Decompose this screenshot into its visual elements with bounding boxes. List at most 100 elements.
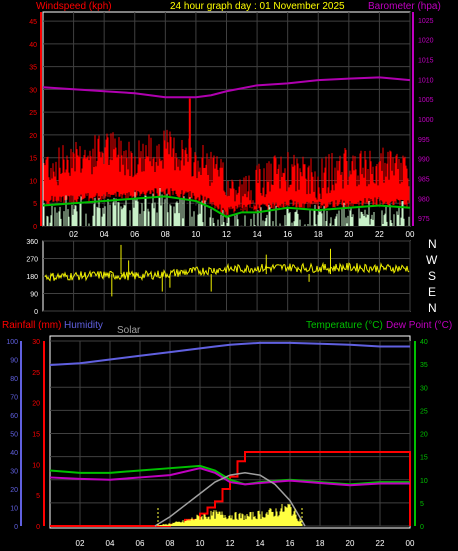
humidity-tick-label: 20 bbox=[10, 487, 18, 494]
x-tick-label: 10 bbox=[191, 230, 200, 239]
x-tick-label: 14 bbox=[253, 230, 262, 239]
humidity-line bbox=[49, 341, 410, 367]
rain-tick-label: 20 bbox=[32, 401, 40, 408]
wind-avg-line bbox=[42, 195, 411, 218]
humidity-tick-label: 60 bbox=[10, 413, 18, 420]
dir-tick-label: 360 bbox=[26, 239, 38, 246]
x-tick-label: 20 bbox=[344, 230, 353, 239]
y-right-tick-label: 980 bbox=[418, 196, 430, 203]
x-tick-label: 02 bbox=[69, 230, 78, 239]
humidity-tick-label: 90 bbox=[10, 358, 18, 365]
y-tick-label: 20 bbox=[29, 133, 37, 140]
x-tick-label: 06 bbox=[136, 539, 145, 548]
rain-title: Rainfall (mm) bbox=[2, 320, 61, 331]
x-tick-label: 18 bbox=[316, 539, 325, 548]
temp-tick-label: 20 bbox=[420, 432, 428, 439]
temp-tick-label: 0 bbox=[420, 524, 424, 531]
solar-max-curve bbox=[154, 472, 306, 527]
x-tick-label: 22 bbox=[376, 539, 385, 548]
x-tick-label: 16 bbox=[283, 230, 292, 239]
x-tick-label: 04 bbox=[106, 539, 115, 548]
x-tick-label: 14 bbox=[256, 539, 265, 548]
y-right-tick-label: 1015 bbox=[418, 58, 434, 65]
y-right-tick-label: 975 bbox=[418, 216, 430, 223]
x-tick-label: 02 bbox=[76, 539, 85, 548]
wind-speed-band bbox=[43, 188, 410, 226]
y-right-tick-label: 985 bbox=[418, 176, 430, 183]
barometer-line bbox=[42, 76, 411, 99]
baro-title: Barometer (hpa) bbox=[368, 1, 441, 12]
y-tick-label: 40 bbox=[29, 42, 37, 49]
y-right-tick-label: 1010 bbox=[418, 77, 434, 84]
wind-gust-band bbox=[43, 129, 410, 216]
temperature-title: Temperature (°C) bbox=[306, 320, 383, 331]
wind-title: Windspeed (kph) bbox=[36, 1, 112, 12]
rain-tick-label: 25 bbox=[32, 370, 40, 377]
rain-tick-label: 0 bbox=[36, 524, 40, 531]
solar-area bbox=[157, 503, 302, 526]
x-tick-label: 12 bbox=[226, 539, 235, 548]
temp-tick-label: 35 bbox=[420, 362, 428, 369]
temp-tick-label: 15 bbox=[420, 455, 428, 462]
x-tick-label: 00 bbox=[406, 230, 415, 239]
y-right-tick-label: 995 bbox=[418, 137, 430, 144]
temp-tick-label: 5 bbox=[420, 501, 424, 508]
humidity-tick-label: 70 bbox=[10, 395, 18, 402]
compass-label: W bbox=[426, 253, 438, 267]
temp-tick-label: 25 bbox=[420, 408, 428, 415]
dir-tick-label: 180 bbox=[26, 274, 38, 281]
direction-trace bbox=[44, 261, 410, 282]
temp-tick-label: 40 bbox=[420, 339, 428, 346]
x-tick-label: 18 bbox=[314, 230, 323, 239]
humidity-tick-label: 10 bbox=[10, 506, 18, 513]
compass-label: E bbox=[428, 285, 436, 299]
y-tick-label: 35 bbox=[29, 65, 37, 72]
dir-tick-label: 90 bbox=[30, 292, 38, 299]
y-right-tick-label: 1020 bbox=[418, 38, 434, 45]
y-tick-label: 0 bbox=[33, 224, 37, 231]
humidity-title: Humidity bbox=[64, 320, 103, 331]
x-tick-label: 08 bbox=[166, 539, 175, 548]
y-right-tick-label: 1005 bbox=[418, 97, 434, 104]
temp-tick-label: 30 bbox=[420, 385, 428, 392]
y-tick-label: 15 bbox=[29, 156, 37, 163]
x-tick-label: 16 bbox=[286, 539, 295, 548]
y-right-tick-label: 990 bbox=[418, 157, 430, 164]
x-tick-label: 00 bbox=[406, 539, 415, 548]
humidity-tick-label: 100 bbox=[6, 339, 18, 346]
dewpoint-title: Dew Point (°C) bbox=[386, 320, 452, 331]
y-right-tick-label: 1025 bbox=[418, 18, 434, 25]
x-tick-label: 06 bbox=[130, 230, 139, 239]
rain-tick-label: 15 bbox=[32, 432, 40, 439]
y-tick-label: 10 bbox=[29, 178, 37, 185]
y-tick-label: 30 bbox=[29, 87, 37, 94]
humidity-tick-label: 50 bbox=[10, 432, 18, 439]
temp-tick-label: 10 bbox=[420, 478, 428, 485]
solar-title: Solar bbox=[117, 325, 141, 336]
humidity-tick-label: 0 bbox=[14, 524, 18, 531]
humidity-tick-label: 30 bbox=[10, 469, 18, 476]
x-tick-label: 10 bbox=[196, 539, 205, 548]
rain-tick-label: 5 bbox=[36, 493, 40, 500]
x-tick-label: 22 bbox=[375, 230, 384, 239]
compass-label: N bbox=[428, 301, 437, 315]
rain-tick-label: 30 bbox=[32, 339, 40, 346]
y-tick-label: 45 bbox=[29, 19, 37, 26]
x-tick-label: 04 bbox=[100, 230, 109, 239]
rain-tick-label: 10 bbox=[32, 462, 40, 469]
y-tick-label: 25 bbox=[29, 110, 37, 117]
humidity-tick-label: 80 bbox=[10, 376, 18, 383]
dir-tick-label: 270 bbox=[26, 257, 38, 264]
humidity-tick-label: 40 bbox=[10, 450, 18, 457]
x-tick-label: 12 bbox=[222, 230, 231, 239]
dewpoint-line bbox=[49, 467, 410, 487]
x-tick-label: 08 bbox=[161, 230, 170, 239]
compass-label: N bbox=[428, 237, 437, 251]
y-right-tick-label: 1000 bbox=[418, 117, 434, 124]
graph-title: 24 hour graph day : 01 November 2025 bbox=[170, 1, 345, 12]
compass-label: S bbox=[428, 269, 436, 283]
dir-tick-label: 0 bbox=[34, 309, 38, 316]
x-tick-label: 20 bbox=[346, 539, 355, 548]
y-tick-label: 5 bbox=[33, 201, 37, 208]
